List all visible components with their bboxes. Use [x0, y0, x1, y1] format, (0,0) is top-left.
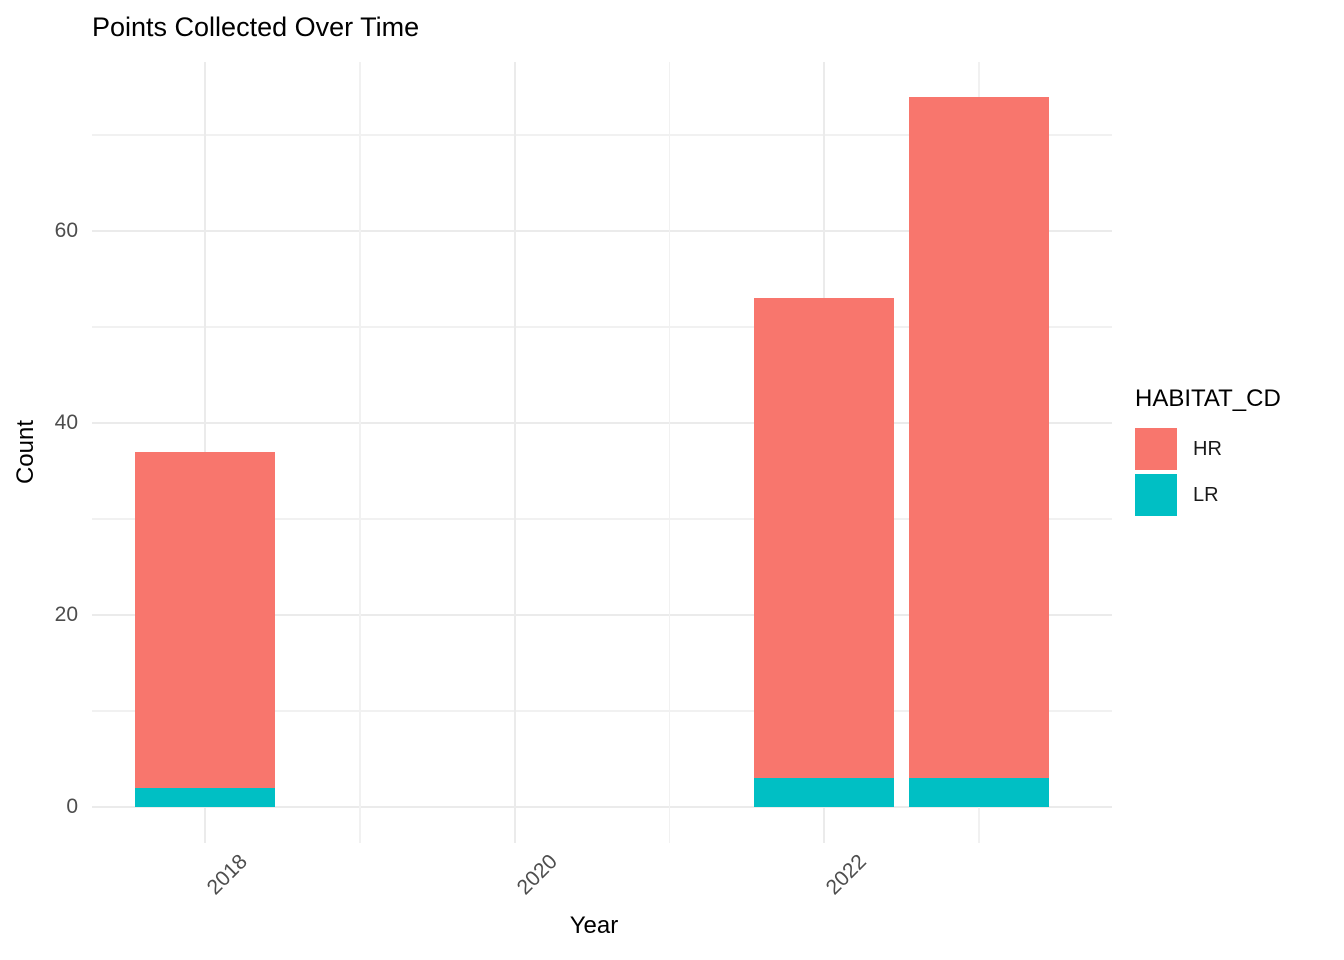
bar-2022-hr — [754, 298, 894, 779]
legend-row-lr: LR — [1135, 474, 1281, 516]
chart-title: Points Collected Over Time — [92, 12, 420, 42]
y-tick-label: 0 — [66, 795, 78, 818]
y-tick-label: 20 — [54, 603, 78, 626]
bar-2022-lr — [754, 778, 894, 807]
y-major-gridline — [92, 230, 1112, 232]
y-major-gridline — [92, 614, 1112, 616]
x-axis-title: Year — [569, 912, 619, 939]
y-tick-label: 40 — [54, 411, 78, 434]
y-minor-gridline — [92, 518, 1112, 520]
legend-label-hr: HR — [1193, 437, 1222, 460]
x-minor-gridline — [359, 62, 361, 843]
bar-2023-lr — [908, 778, 1049, 807]
plot-panel — [92, 62, 1112, 843]
legend: HABITAT_CD HR LR — [1135, 385, 1281, 520]
bar-2023-hr — [908, 96, 1049, 779]
y-major-gridline — [92, 422, 1112, 424]
bar-2018-lr — [135, 787, 275, 807]
legend-swatch-hr — [1135, 428, 1177, 470]
x-tick-label: 2020 — [512, 850, 562, 900]
bar-2018-hr — [135, 451, 275, 788]
y-minor-gridline — [92, 326, 1112, 328]
y-tick-label: 60 — [54, 219, 78, 242]
y-major-gridline — [92, 806, 1112, 808]
x-major-gridline — [513, 62, 516, 843]
x-minor-gridline — [668, 62, 670, 843]
legend-row-hr: HR — [1135, 428, 1281, 470]
y-minor-gridline — [92, 134, 1112, 136]
x-tick-label: 2022 — [821, 850, 872, 900]
legend-title: HABITAT_CD — [1135, 385, 1281, 412]
legend-swatch-lr — [1135, 474, 1177, 516]
y-minor-gridline — [92, 710, 1112, 712]
x-tick-label: 2018 — [202, 850, 253, 900]
legend-label-lr: LR — [1193, 483, 1219, 506]
